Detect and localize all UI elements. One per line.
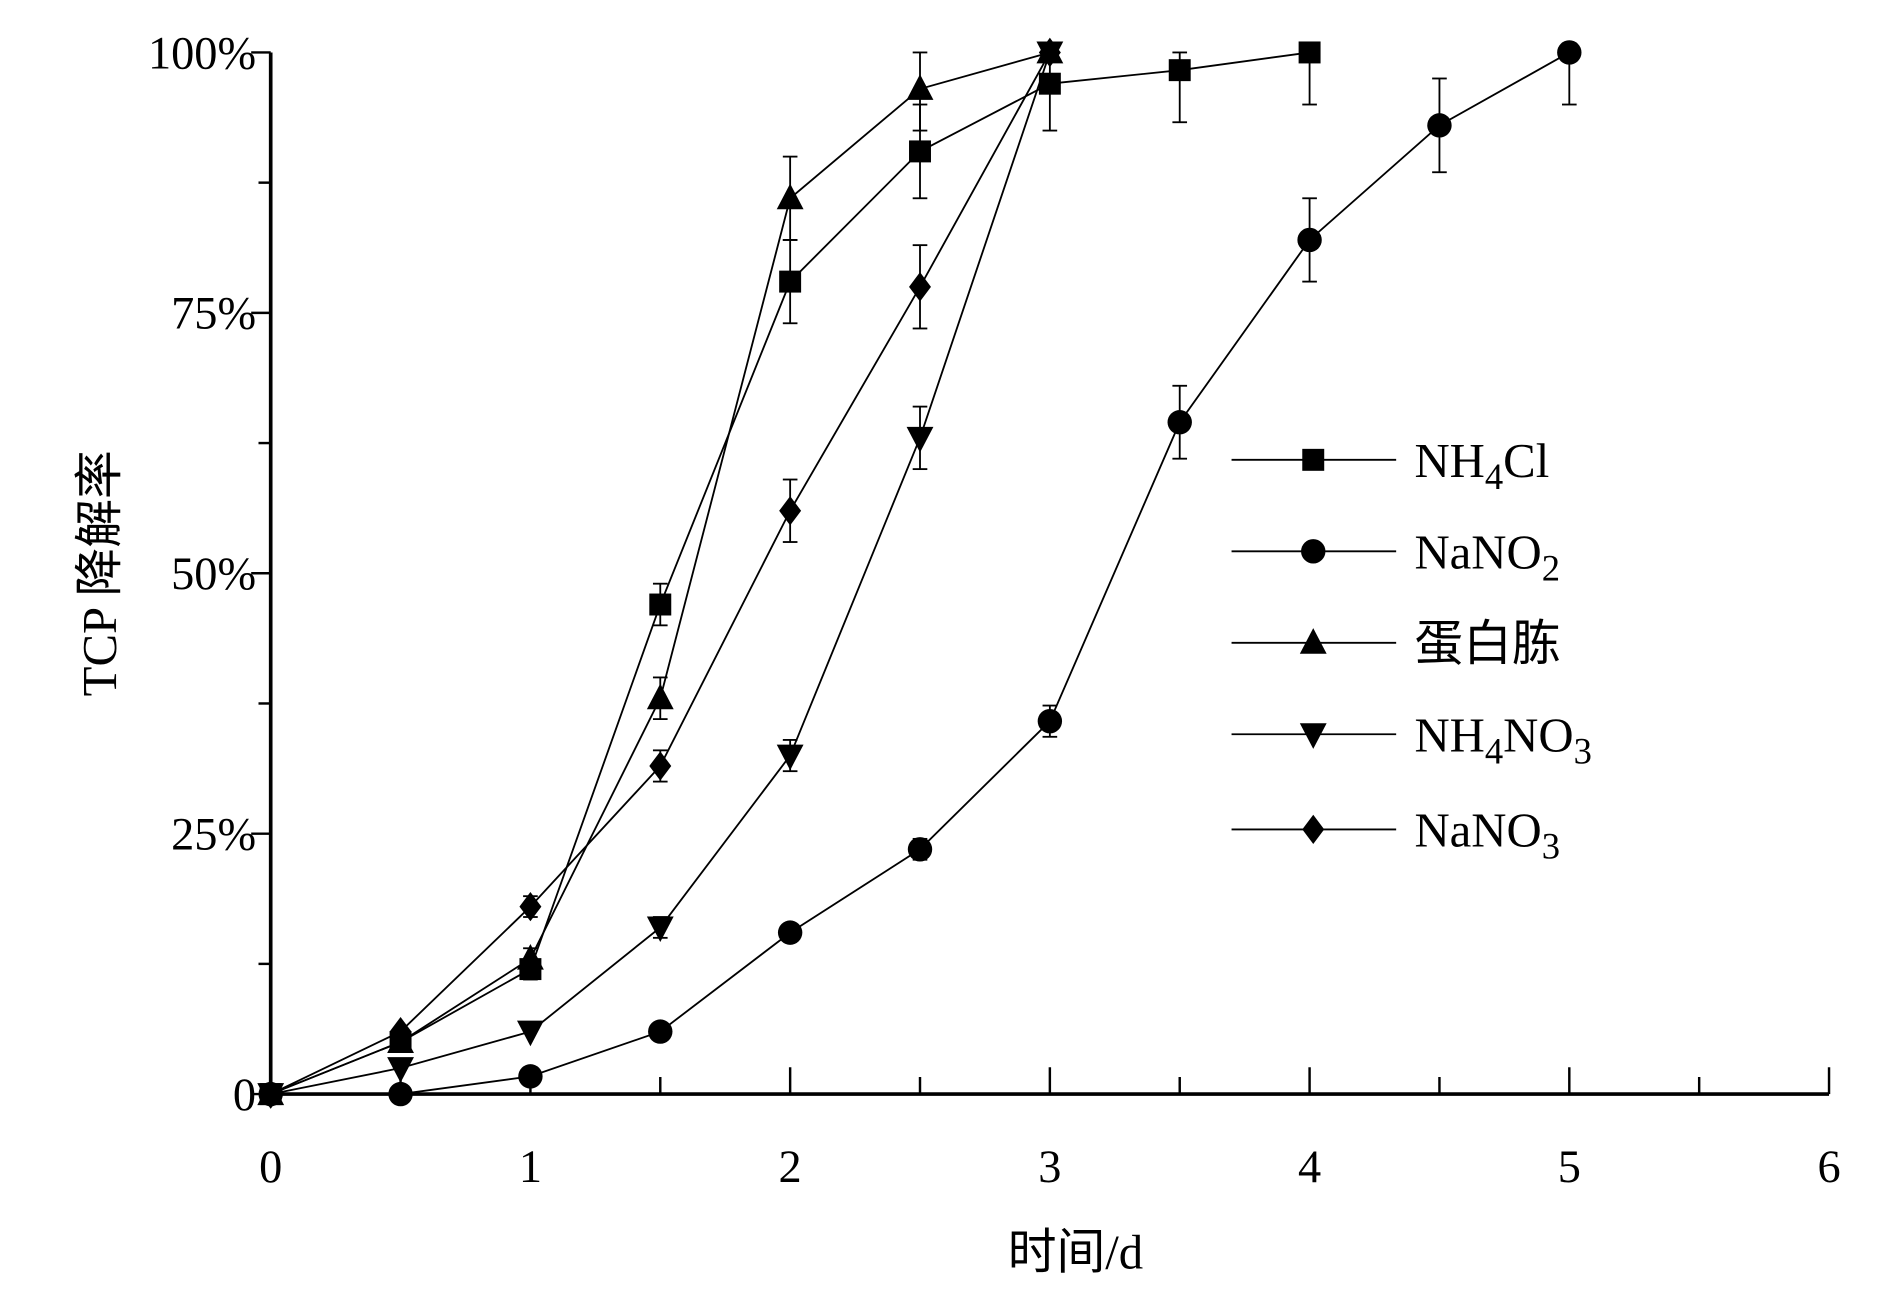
legend-label: NH4Cl [1414, 434, 1549, 497]
data-point [1298, 41, 1321, 64]
series-3 [257, 41, 1064, 1109]
y-tick-label: 50% [171, 549, 256, 600]
data-point [779, 496, 802, 526]
y-tick-label: 0 [233, 1070, 256, 1121]
legend-item: NH4NO3 [1231, 708, 1592, 772]
series-4 [259, 37, 1061, 1109]
data-point [909, 140, 931, 163]
data-point [777, 920, 803, 945]
x-tick-label: 5 [1558, 1142, 1581, 1193]
data-point [518, 1064, 543, 1089]
legend-item: NH4Cl [1231, 434, 1549, 497]
legend-item: 蛋白胨 [1231, 617, 1561, 671]
data-point [259, 1079, 282, 1109]
y-axis-label: TCP 降解率 [73, 450, 127, 696]
x-tick-label: 4 [1298, 1142, 1321, 1193]
data-point [906, 426, 934, 453]
data-point [1168, 59, 1191, 82]
x-tick-label: 1 [519, 1142, 542, 1193]
legend-marker [1302, 448, 1325, 471]
series-line [270, 51, 1570, 1096]
data-point [776, 744, 804, 771]
x-tick-label: 0 [259, 1142, 282, 1193]
data-point [389, 1016, 412, 1047]
legend-marker [1302, 814, 1325, 845]
legend-label: NaNO2 [1414, 525, 1560, 588]
data-point [1427, 113, 1452, 138]
data-point [906, 74, 934, 100]
data-point [517, 944, 544, 970]
data-point [776, 183, 804, 210]
legend-marker [1299, 723, 1327, 749]
data-point [1038, 72, 1061, 95]
data-point [517, 1020, 544, 1047]
legend-marker [1301, 539, 1326, 564]
x-tick-label: 2 [779, 1142, 802, 1193]
legend-label: NaNO3 [1414, 803, 1560, 866]
data-point [649, 751, 672, 781]
legend: NH4Cl NaNO2 蛋白胨 NH4NO3 NaNO3 [1231, 434, 1592, 867]
x-tick-label: 3 [1038, 1142, 1061, 1193]
data-point [1167, 410, 1192, 435]
y-tick-label: 100% [148, 28, 256, 79]
data-point [1297, 227, 1322, 253]
y-tick-label: 75% [171, 289, 256, 340]
data-point [1557, 40, 1582, 65]
data-point [779, 270, 802, 293]
data-point [519, 891, 542, 922]
legend-label: 蛋白胨 [1414, 617, 1560, 671]
axes: 0 1 2 3 4 5 6 0 25% 50% 75% 100% [148, 28, 1841, 1193]
series-2 [257, 37, 1064, 1106]
data-point [1037, 708, 1063, 734]
y-tick-label: 25% [171, 810, 256, 861]
legend-item: NaNO3 [1231, 803, 1560, 867]
data-point [907, 837, 933, 862]
data-point [646, 683, 674, 710]
legend-label: NH4NO3 [1414, 708, 1591, 771]
data-point [909, 272, 931, 302]
data-point [649, 593, 672, 616]
series-1 [258, 40, 1582, 1107]
series-group [257, 37, 1582, 1109]
legend-item: NaNO2 [1231, 525, 1560, 589]
data-point [388, 1081, 413, 1107]
data-point [646, 916, 674, 943]
data-point [648, 1019, 673, 1044]
x-tick-label: 6 [1817, 1142, 1840, 1193]
legend-marker [1299, 628, 1327, 654]
data-point [387, 1057, 414, 1083]
x-axis-label: 时间/d [1008, 1226, 1143, 1280]
